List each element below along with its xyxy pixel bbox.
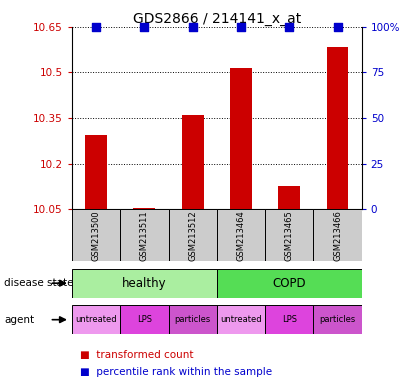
Text: COPD: COPD	[272, 277, 306, 290]
Point	[141, 24, 148, 30]
Text: particles: particles	[175, 315, 211, 324]
Text: disease state: disease state	[4, 278, 74, 288]
Bar	[230, 68, 252, 209]
Bar	[120, 209, 169, 261]
Bar	[169, 305, 217, 334]
Bar	[265, 209, 313, 261]
Text: untreated: untreated	[220, 315, 262, 324]
Text: agent: agent	[4, 314, 34, 325]
Point	[238, 24, 244, 30]
Title: GDS2866 / 214141_x_at: GDS2866 / 214141_x_at	[133, 12, 301, 26]
Point	[286, 24, 293, 30]
Bar	[72, 305, 120, 334]
Text: ■  percentile rank within the sample: ■ percentile rank within the sample	[80, 367, 272, 377]
Bar	[120, 305, 169, 334]
Text: untreated: untreated	[75, 315, 117, 324]
Text: LPS: LPS	[137, 315, 152, 324]
Text: ■  transformed count: ■ transformed count	[80, 350, 194, 360]
Bar	[217, 305, 265, 334]
Bar	[313, 209, 362, 261]
Bar	[72, 209, 120, 261]
Text: GSM213500: GSM213500	[92, 210, 101, 260]
Text: GSM213512: GSM213512	[188, 210, 197, 260]
Bar	[182, 115, 203, 209]
Bar	[278, 187, 300, 209]
Bar	[313, 305, 362, 334]
Bar	[327, 46, 349, 209]
Point	[334, 24, 341, 30]
Text: particles: particles	[319, 315, 356, 324]
Bar	[217, 269, 362, 298]
Bar	[85, 135, 107, 209]
Text: healthy: healthy	[122, 277, 167, 290]
Bar	[265, 305, 313, 334]
Bar	[134, 208, 155, 209]
Text: GSM213511: GSM213511	[140, 210, 149, 260]
Point	[93, 24, 99, 30]
Text: GSM213466: GSM213466	[333, 210, 342, 261]
Point	[189, 24, 196, 30]
Bar	[217, 209, 265, 261]
Text: GSM213465: GSM213465	[285, 210, 294, 261]
Text: GSM213464: GSM213464	[236, 210, 245, 261]
Bar	[169, 209, 217, 261]
Text: LPS: LPS	[282, 315, 297, 324]
Bar	[72, 269, 217, 298]
